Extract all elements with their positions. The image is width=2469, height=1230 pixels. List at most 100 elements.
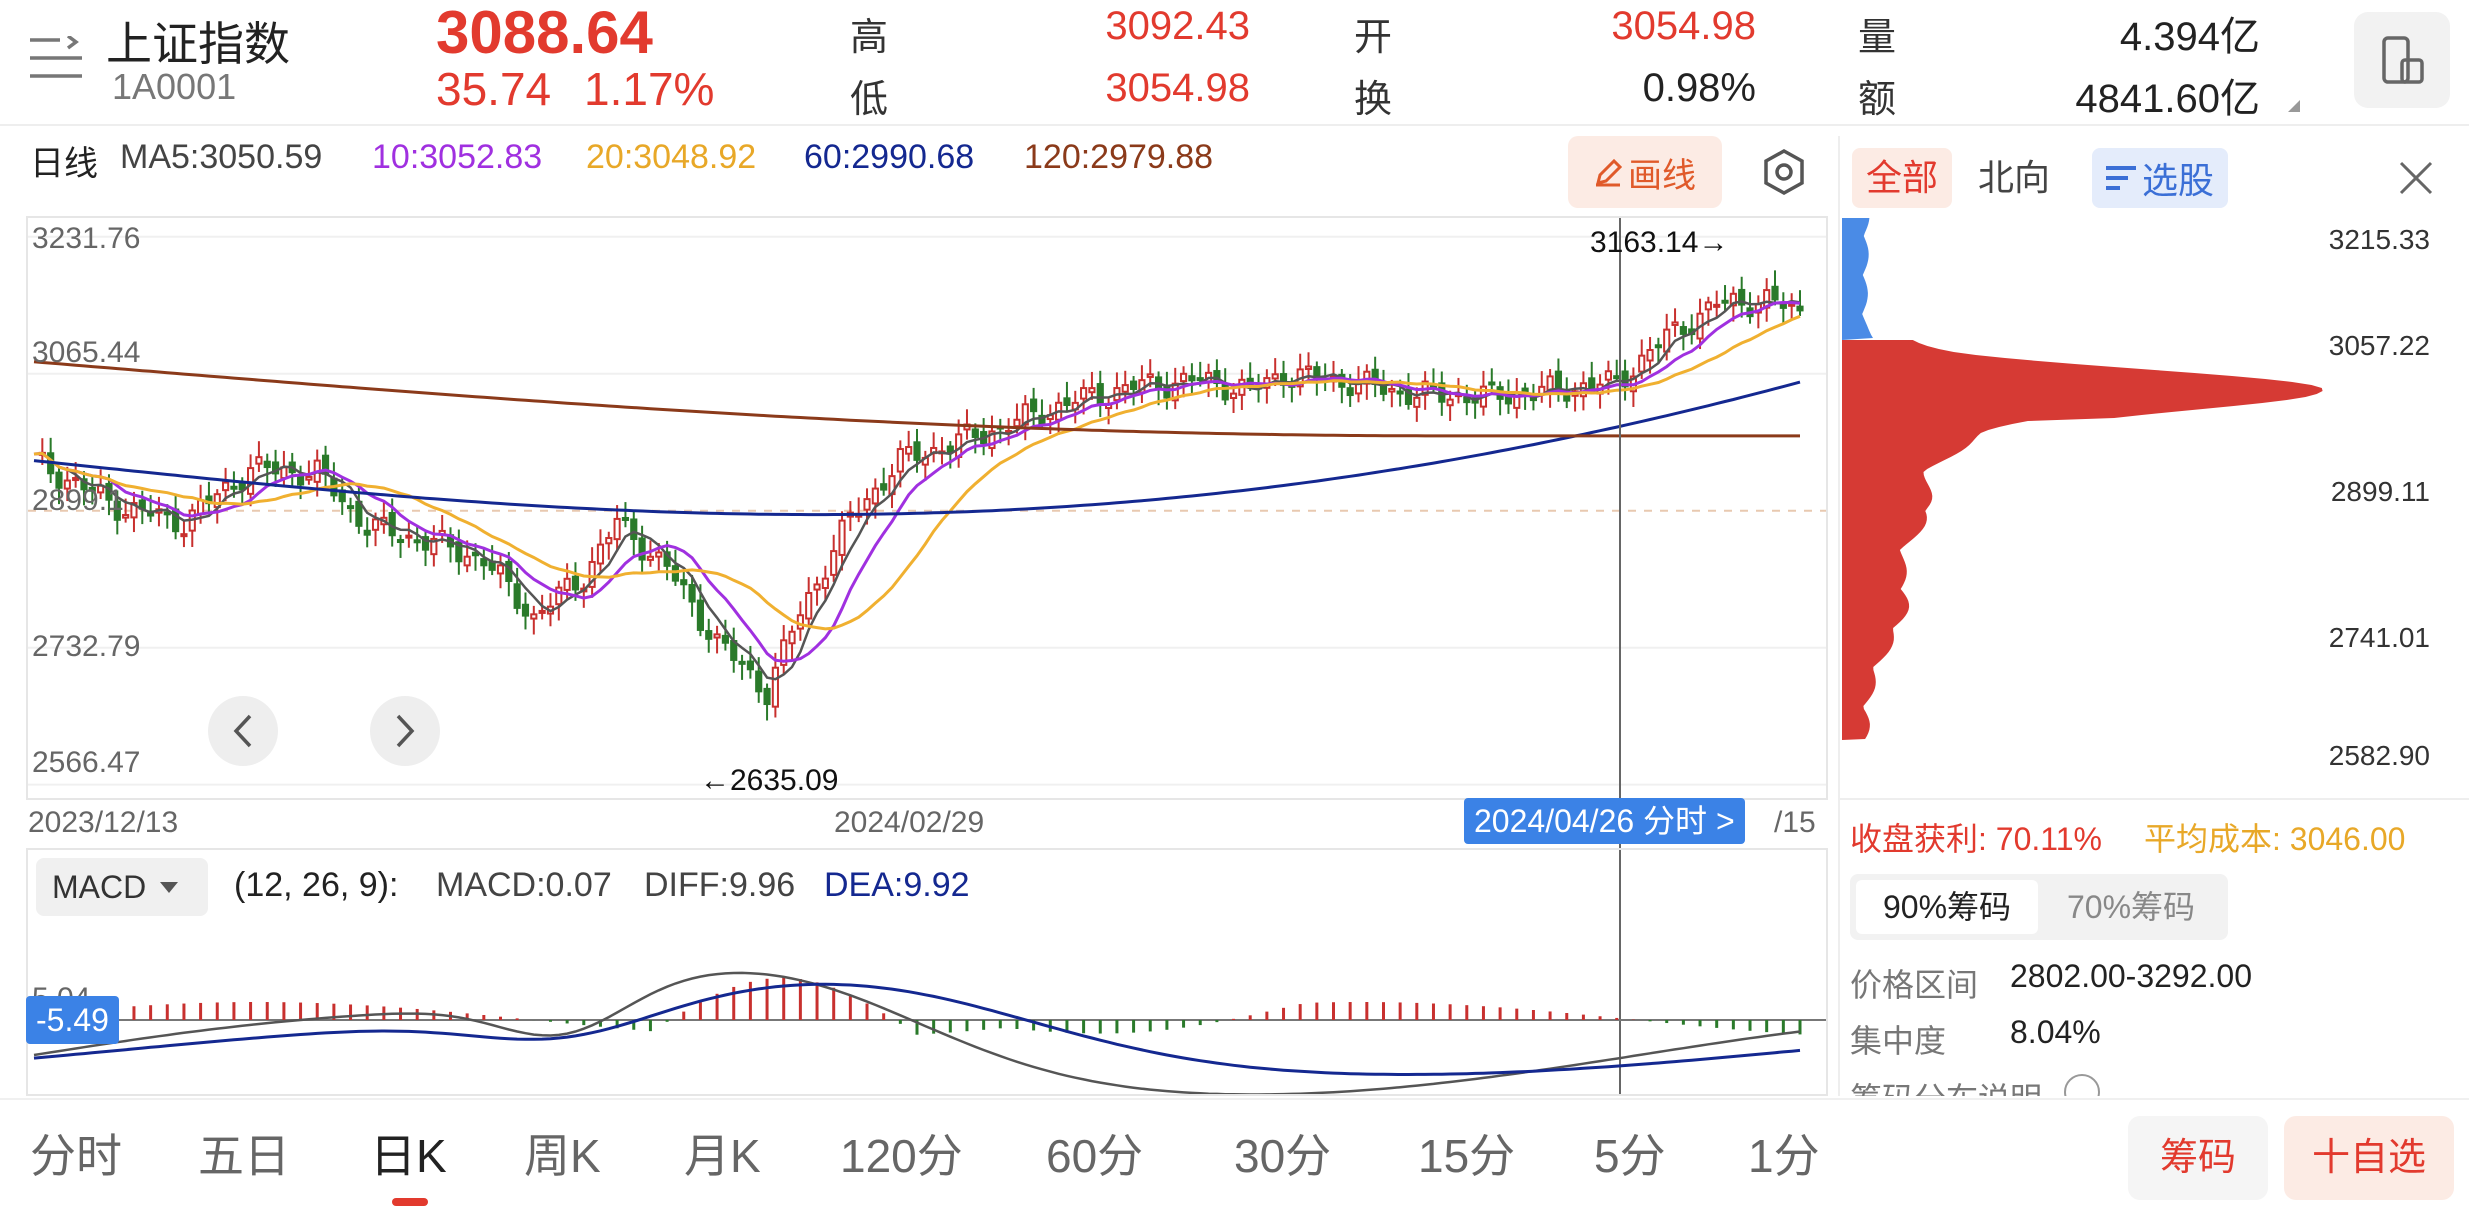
volume-value: 4.394亿 (2119, 15, 2260, 59)
date-label-start: 2023/12/13 (28, 806, 179, 839)
candle-body (671, 565, 680, 582)
list-bars-icon (2106, 166, 2136, 190)
chips-chart-frame (1840, 216, 2469, 800)
help-icon (2064, 1074, 2100, 1096)
header-divider (0, 124, 2469, 126)
candle-body (1604, 370, 1612, 381)
candle-body (405, 534, 413, 539)
candle-body (1404, 388, 1413, 405)
macd-crosshair-value: -5.49 (26, 996, 119, 1044)
device-switch-button[interactable] (2354, 12, 2450, 108)
candle-body (538, 609, 546, 614)
candle-body (521, 603, 530, 617)
bottom-divider (0, 1098, 2469, 1100)
draw-line-button[interactable]: 画线 (1568, 136, 1722, 208)
candle-body (1229, 392, 1238, 400)
candle-body (371, 518, 380, 531)
tab-5min[interactable]: 5分 (1594, 1130, 1666, 1182)
candle-body (163, 511, 171, 516)
diff-line (33, 971, 1801, 1096)
candle-body (430, 537, 438, 556)
candle-body (1654, 344, 1662, 349)
kline-y-label-5: 2566.47 (32, 746, 141, 779)
candle-body (455, 541, 463, 563)
tab-five-day[interactable]: 五日 (198, 1130, 290, 1182)
tab-15min[interactable]: 15分 (1418, 1130, 1516, 1182)
candle-body (688, 583, 696, 603)
high-annotation: 3163.14→ (1590, 226, 1729, 259)
candle-body (480, 558, 488, 567)
candle-body (396, 539, 405, 544)
settings-icon[interactable] (1762, 148, 1806, 196)
candle-body (1271, 373, 1279, 380)
crosshair-date-badge[interactable]: 2024/04/26 分时 > (1464, 798, 1745, 844)
candle-body (413, 539, 421, 544)
chips-panel-divider (1838, 136, 1840, 1096)
scroll-left-button[interactable] (208, 696, 278, 766)
amount-value: 4841.60亿 (2075, 77, 2260, 121)
low-value: 3054.98 (1105, 66, 1250, 110)
volume-label: 量 (1858, 17, 1897, 59)
candle-body (1021, 403, 1029, 426)
candle-body (346, 505, 355, 510)
chips-loss-area (1842, 340, 2323, 740)
candle-body (896, 448, 904, 473)
turnover-label: 换 (1354, 79, 1393, 121)
kline-chart-frame (26, 216, 1828, 800)
chips-tab-stock-pick[interactable]: 选股 (2092, 148, 2229, 208)
menu-icon[interactable] (30, 34, 82, 80)
scroll-right-button[interactable] (370, 696, 440, 766)
candle-body (1030, 398, 1038, 413)
dea-value: DEA:9.92 (824, 866, 970, 904)
chips-profit-area (1842, 218, 1873, 340)
tab-30min[interactable]: 30分 (1234, 1130, 1332, 1182)
tab-weekly-k[interactable]: 周K (524, 1130, 601, 1182)
chips-help-row[interactable]: 筹码分布说明 (1850, 1074, 2410, 1096)
concentration-label: 集中度 (1850, 1023, 1947, 1059)
candle-body (1488, 381, 1496, 386)
candle-body (513, 583, 521, 609)
candle-body (713, 633, 721, 639)
candle-body (555, 586, 563, 606)
tab-intraday[interactable]: 分时 (30, 1130, 122, 1182)
candle-body (122, 514, 130, 519)
close-icon[interactable] (2398, 160, 2434, 196)
price-change-pct: 1.17% (584, 63, 715, 115)
open-label: 开 (1354, 17, 1393, 59)
candle-body (763, 687, 771, 706)
high-label: 高 (850, 17, 889, 59)
chips-90-button[interactable]: 90%筹码 (1856, 880, 2038, 934)
tab-daily-k[interactable]: 日K (370, 1130, 447, 1182)
candle-body (1363, 370, 1371, 385)
candle-body (263, 460, 271, 469)
candle-body (1146, 373, 1154, 378)
candle-body (1704, 301, 1712, 311)
chips-button[interactable]: 筹码 (2128, 1116, 2268, 1200)
add-watchlist-button[interactable]: 十自选 (2284, 1116, 2454, 1200)
candle-body (1771, 285, 1779, 301)
macd-selector[interactable]: MACD (36, 858, 208, 916)
candle-body (1671, 321, 1679, 326)
candle-body (1304, 365, 1313, 371)
tab-60min[interactable]: 60分 (1046, 1130, 1144, 1182)
kline-y-label-3: 2899.1 (32, 484, 124, 517)
chips-tab-all[interactable]: 全部 (1852, 148, 1953, 208)
macd-value: MACD:0.07 (436, 866, 612, 904)
candle-body (1679, 326, 1687, 335)
chips-70-button[interactable]: 70%筹码 (2066, 889, 2196, 925)
resize-corner-icon (2288, 100, 2300, 112)
macd-selector-label: MACD (52, 868, 147, 905)
candle-body (771, 666, 779, 708)
chips-tab-north[interactable]: 北向 (1978, 157, 2051, 198)
tab-120min[interactable]: 120分 (840, 1130, 963, 1182)
candle-body (230, 485, 238, 490)
close-profit-ratio: 收盘获利: 70.11% (1850, 821, 2102, 857)
tab-1min[interactable]: 1分 (1748, 1130, 1820, 1182)
candle-body (1121, 384, 1129, 393)
candle-body (705, 630, 713, 640)
candle-body (738, 660, 746, 665)
candle-body (296, 475, 305, 486)
chips-help-text: 筹码分布说明 (1850, 1074, 2042, 1096)
tab-monthly-k[interactable]: 月K (684, 1130, 761, 1182)
